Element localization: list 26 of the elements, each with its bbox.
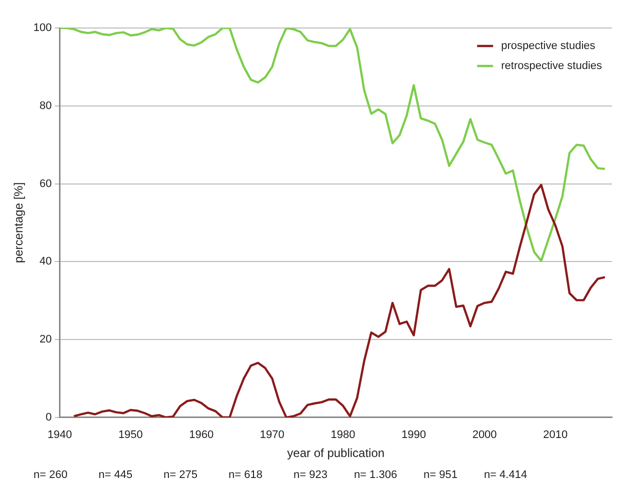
x-axis-title: year of publication (287, 446, 385, 460)
legend-label: retrospective studies (501, 60, 602, 72)
y-tick-label: 40 (40, 256, 52, 268)
text: n= 4.414 (482, 469, 528, 481)
text: n= 275 (162, 469, 198, 481)
y-axis-title: percentage [%] (12, 182, 26, 264)
x-tick-label: 1960 (189, 429, 214, 442)
y-tick-label: 0 (46, 411, 52, 424)
text: n= 923 (292, 469, 328, 481)
x-tick-label: 1940 (48, 429, 72, 442)
x-tick-label: 2000 (472, 429, 497, 442)
text: n= 445 (98, 469, 134, 481)
text: n= 1.306 (352, 469, 398, 481)
text: n= 618 (228, 469, 264, 481)
text: n= 951 (422, 469, 458, 481)
x-tick-label: 1970 (260, 429, 284, 442)
x-tick-label: 1950 (118, 429, 143, 442)
x-tick-label: 1990 (402, 429, 426, 442)
y-tick-label: 80 (40, 100, 52, 112)
y-tick-label: 100 (33, 22, 52, 34)
y-tick-label: 60 (40, 178, 52, 190)
x-tick-label: 2010 (543, 429, 568, 442)
text: n= 260 (32, 469, 68, 481)
x-tick-label: 1980 (330, 429, 356, 442)
y-tick-label: 20 (40, 334, 52, 346)
legend-label: prospective studies (501, 40, 596, 52)
